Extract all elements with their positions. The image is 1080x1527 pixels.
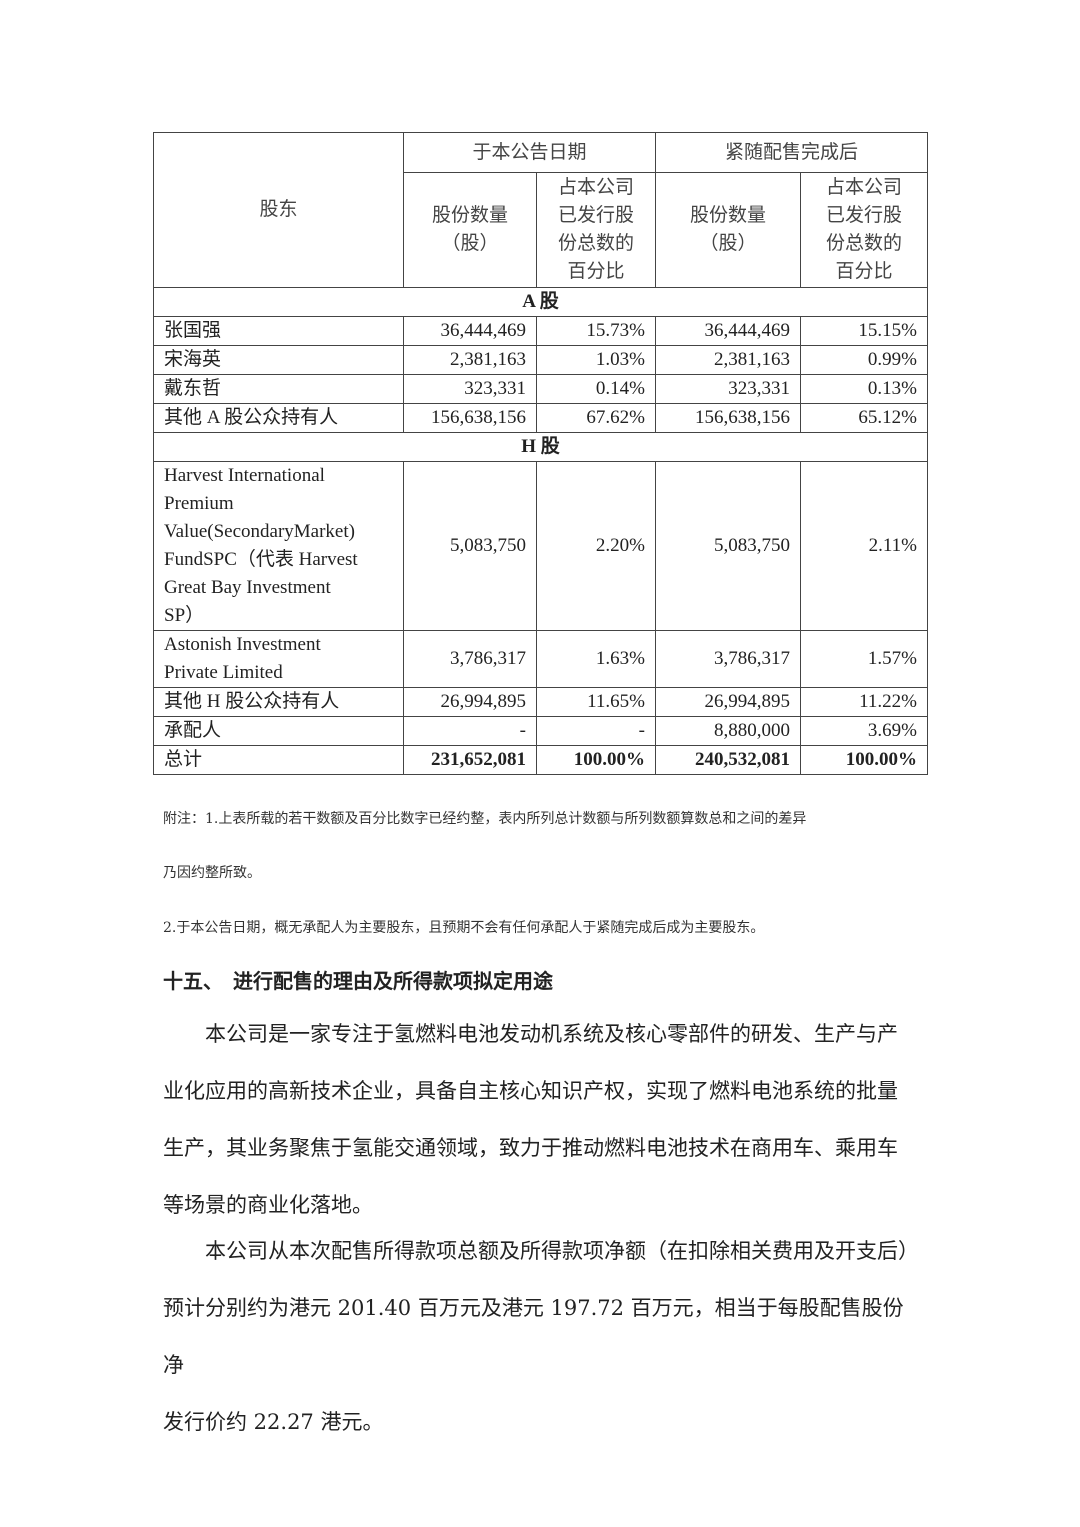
- share-percent: 15.15%: [800, 316, 928, 346]
- share-count: 26,994,895: [655, 687, 801, 717]
- share-count: 8,880,000: [655, 716, 801, 746]
- table-row: Harvest International Premium Value(Second…: [153, 461, 928, 631]
- table-row: 宋海英 2,381,163 1.03% 2,381,163 0.99%: [153, 345, 928, 375]
- share-count: 36,444,469: [403, 316, 537, 346]
- paragraph-2: 本公司从本次配售所得款项总额及所得款项净额（在扣除相关费用及开支后） 预计分别约为…: [163, 1239, 919, 1434]
- share-percent: 0.14%: [536, 374, 656, 404]
- table-row: 其他 A 股公众持有人 156,638,156 67.62% 156,638,156 6…: [153, 403, 928, 433]
- share-count: 323,331: [403, 374, 537, 404]
- share-count: 5,083,750: [403, 461, 537, 631]
- share-percent: 2.20%: [536, 461, 656, 631]
- share-percent: 0.13%: [800, 374, 928, 404]
- header-pct-2: 占本公司 已发行股 份总数的 百分比: [800, 172, 928, 288]
- share-percent: 1.03%: [536, 345, 656, 375]
- table-row: 戴东哲 323,331 0.14% 323,331 0.13%: [153, 374, 928, 404]
- share-count: 156,638,156: [655, 403, 801, 433]
- share-count: 323,331: [655, 374, 801, 404]
- header-after-placing: 紧随配售完成后: [655, 132, 928, 173]
- share-percent: 11.22%: [800, 687, 928, 717]
- header-shares-2: 股份数量 （股）: [655, 172, 801, 288]
- shareholder-name: 其他 H 股公众持有人: [153, 687, 404, 717]
- share-count: 2,381,163: [655, 345, 801, 375]
- share-percent: 11.65%: [536, 687, 656, 717]
- share-count: 36,444,469: [655, 316, 801, 346]
- share-percent: -: [536, 716, 656, 746]
- shareholder-name: 承配人: [153, 716, 404, 746]
- share-percent: 67.62%: [536, 403, 656, 433]
- share-percent: 0.99%: [800, 345, 928, 375]
- shareholder-name: 宋海英: [153, 345, 404, 375]
- section-heading: 十五、 进行配售的理由及所得款项拟定用途: [163, 969, 553, 993]
- shareholder-name: Astonish Investment Private Limited: [153, 630, 404, 688]
- total-row: 总计 231,652,081 100.00% 240,532,081 100.0…: [153, 745, 928, 775]
- share-count: 2,381,163: [403, 345, 537, 375]
- shareholder-name: 张国强: [153, 316, 404, 346]
- table-row: 承配人 - -8,880,000 3.69%: [153, 716, 928, 746]
- share-percent: 65.12%: [800, 403, 928, 433]
- share-percent: 2.11%: [800, 461, 928, 631]
- share-percent: 3.69%: [800, 716, 928, 746]
- section-a-shares: A 股: [153, 287, 928, 317]
- header-shareholder: 股东: [153, 132, 404, 288]
- table-row: Astonish Investment Private Limited 3,786,…: [153, 630, 928, 688]
- note-2: 2.于本公告日期，概无承配人为主要股东，且预期不会有任何承配人于紧随完成后成为主…: [163, 920, 765, 936]
- header-shares-1: 股份数量 （股）: [403, 172, 537, 288]
- table-row: 其他 H 股公众持有人 26,994,895 11.65% 26,994,895 11.…: [153, 687, 928, 717]
- shareholder-name: 戴东哲: [153, 374, 404, 404]
- header-pct-1: 占本公司 已发行股 份总数的 百分比: [536, 172, 656, 288]
- table-row: 张国强 36,444,469 15.73% 36,444,469 15.15%: [153, 316, 928, 346]
- shareholder-name: 其他 A 股公众持有人: [153, 403, 404, 433]
- note-1: 附注：1.上表所载的若干数额及百分比数字已经约整，表内所列总计数额与所列数额算数…: [163, 811, 807, 827]
- header-announcement-date: 于本公告日期: [403, 132, 656, 173]
- share-count: 156,638,156: [403, 403, 537, 433]
- share-count: 3,786,317: [403, 630, 537, 688]
- shareholding-table: 股东 于本公告日期 紧随配售完成后 股份数量 （股） 占本公司 已发行股 份总数的 百分…: [153, 132, 928, 775]
- share-percent: 15.73%: [536, 316, 656, 346]
- share-count: 3,786,317: [655, 630, 801, 688]
- paragraph-1: 本公司是一家专注于氢燃料电池发动机系统及核心零部件的研发、生产与产 业化应用的高新…: [163, 1022, 898, 1217]
- share-percent: 1.57%: [800, 630, 928, 688]
- note-1-cont: 乃因约整所致。: [163, 865, 261, 881]
- share-count: 5,083,750: [655, 461, 801, 631]
- share-count: -: [403, 716, 537, 746]
- shareholder-name: Harvest International Premium Value(Second…: [153, 461, 404, 631]
- share-percent: 1.63%: [536, 630, 656, 688]
- section-h-shares: H 股: [153, 432, 928, 462]
- share-count: 26,994,895: [403, 687, 537, 717]
